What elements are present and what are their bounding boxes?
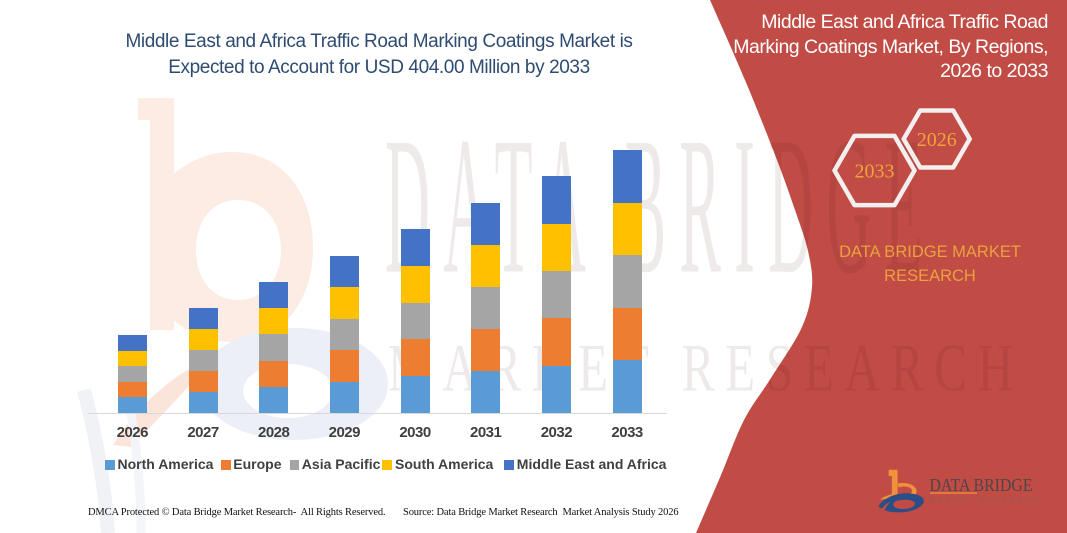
svg-text:MARKET RESEARCH: MARKET RESEARCH: [930, 498, 1040, 504]
svg-text:DATA BRIDGE: DATA BRIDGE: [930, 475, 1033, 495]
svg-text:2033: 2033: [855, 161, 895, 183]
svg-text:2026: 2026: [917, 129, 957, 151]
